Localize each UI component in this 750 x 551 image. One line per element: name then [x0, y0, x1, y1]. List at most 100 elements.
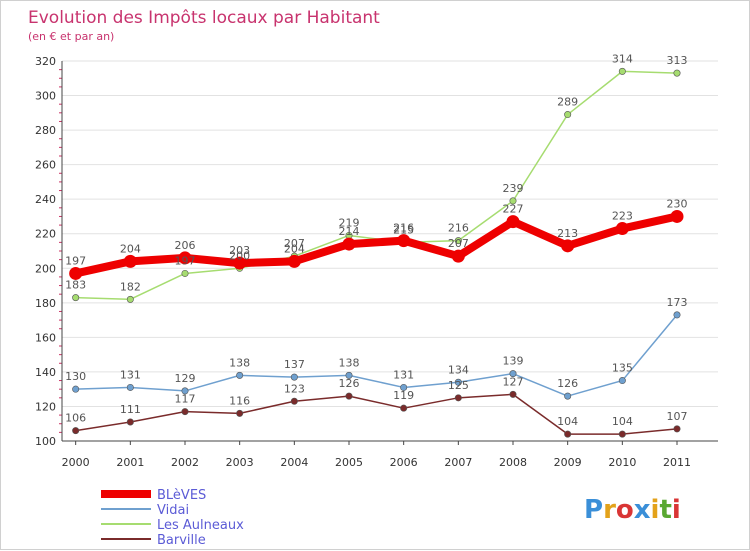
- point-barville-2004: [290, 397, 298, 405]
- point-barville-2010: [618, 430, 626, 438]
- point-vidai-2005: [345, 371, 353, 379]
- logo-letter: P: [584, 495, 603, 525]
- x-tick-label-2000: 2000: [62, 456, 90, 469]
- data-label-les-aulneaux-2005: 219: [339, 216, 360, 229]
- data-label-vidai-2010: 135: [612, 362, 633, 375]
- x-tick-label-2007: 2007: [444, 456, 472, 469]
- logo-letter: i: [651, 495, 660, 525]
- x-tick-label-2006: 2006: [390, 456, 418, 469]
- point-bl-ves-2010: [615, 222, 629, 236]
- point-les-aulneaux-2000: [72, 294, 80, 302]
- point-vidai-2004: [290, 373, 298, 381]
- point-barville-2001: [126, 418, 134, 426]
- y-tick-label-200: 200: [35, 262, 56, 275]
- series-line-barville: [74, 393, 678, 435]
- data-label-barville-2009: 104: [557, 415, 578, 428]
- data-label-bl-ves-2003: 203: [229, 244, 250, 257]
- x-tick-label-2010: 2010: [608, 456, 636, 469]
- data-label-bl-ves-2004: 204: [284, 242, 305, 255]
- data-label-les-aulneaux-2002: 197: [175, 254, 196, 267]
- data-label-les-aulneaux-2006: 215: [393, 223, 414, 236]
- logo-letter: i: [672, 495, 681, 525]
- data-label-bl-ves-2011: 230: [667, 197, 688, 210]
- point-les-aulneaux-2010: [618, 67, 626, 75]
- data-label-vidai-2006: 131: [393, 368, 414, 381]
- x-tick-label-2011: 2011: [663, 456, 691, 469]
- legend-label-les-aulneaux: Les Aulneaux: [157, 518, 244, 533]
- point-vidai-2007: [454, 378, 462, 386]
- data-label-les-aulneaux-2003: 200: [229, 249, 250, 262]
- point-barville-2005: [345, 392, 353, 400]
- series-line-vidai: [74, 314, 678, 397]
- point-vidai-2009: [564, 392, 572, 400]
- point-bl-ves-2004: [287, 254, 301, 268]
- legend-label-bl-ves: BLèVES: [157, 488, 206, 503]
- data-label-les-aulneaux-2004: 207: [284, 237, 305, 250]
- point-vidai-2011: [673, 311, 681, 319]
- logo-letter: x: [634, 495, 651, 525]
- data-label-bl-ves-2010: 223: [612, 210, 633, 223]
- x-tick-label-2003: 2003: [226, 456, 254, 469]
- data-label-bl-ves-2000: 197: [65, 254, 86, 267]
- point-les-aulneaux-2007: [454, 237, 462, 245]
- x-tick-label-2001: 2001: [116, 456, 144, 469]
- point-vidai-2006: [400, 383, 408, 391]
- point-bl-ves-2001: [123, 254, 137, 268]
- point-barville-2007: [454, 394, 462, 402]
- data-label-barville-2002: 117: [175, 393, 196, 406]
- data-label-les-aulneaux-2000: 183: [65, 279, 86, 292]
- point-les-aulneaux-2002: [181, 269, 189, 277]
- data-label-barville-2000: 106: [65, 412, 86, 425]
- data-label-les-aulneaux-2007: 216: [448, 222, 469, 235]
- point-vidai-2003: [236, 371, 244, 379]
- y-tick-label-280: 280: [35, 124, 56, 137]
- data-label-barville-2008: 127: [503, 375, 524, 388]
- point-vidai-2000: [72, 385, 80, 393]
- data-label-barville-2003: 116: [229, 394, 250, 407]
- point-vidai-2001: [126, 383, 134, 391]
- point-les-aulneaux-2009: [564, 111, 572, 119]
- point-vidai-2008: [509, 370, 517, 378]
- data-label-les-aulneaux-2008: 239: [503, 182, 524, 195]
- data-label-bl-ves-2008: 227: [503, 203, 524, 216]
- x-tick-label-2002: 2002: [171, 456, 199, 469]
- plot-background: [62, 61, 718, 441]
- point-barville-2003: [236, 409, 244, 417]
- data-label-vidai-2000: 130: [65, 370, 86, 383]
- point-les-aulneaux-2011: [673, 69, 681, 77]
- legend-label-vidai: Vidai: [157, 503, 189, 518]
- point-barville-2006: [400, 404, 408, 412]
- point-bl-ves-2005: [342, 237, 356, 251]
- y-tick-label-120: 120: [35, 400, 56, 413]
- point-barville-2011: [673, 425, 681, 433]
- y-tick-label-300: 300: [35, 90, 56, 103]
- data-label-bl-ves-2006: 216: [393, 222, 414, 235]
- data-label-les-aulneaux-2010: 314: [612, 52, 633, 65]
- point-vidai-2002: [181, 387, 189, 395]
- chart-title: Evolution des Impôts locaux par Habitant: [28, 8, 380, 28]
- point-vidai-2010: [618, 377, 626, 385]
- data-label-bl-ves-2002: 206: [175, 239, 196, 252]
- legend-label-barville: Barville: [157, 533, 206, 548]
- proxiti-logo: Proxiti: [584, 495, 681, 525]
- data-label-bl-ves-2001: 204: [120, 242, 141, 255]
- data-label-les-aulneaux-2009: 289: [557, 96, 578, 109]
- point-bl-ves-2009: [561, 239, 575, 253]
- data-label-barville-2001: 111: [120, 403, 141, 416]
- plot-area: 100 120 140 160 180 200 220 240 260 280 300 320 2000…: [35, 52, 718, 469]
- y-tick-label-180: 180: [35, 297, 56, 310]
- y-tick-label-260: 260: [35, 159, 56, 172]
- point-barville-2000: [72, 427, 80, 435]
- point-les-aulneaux-2001: [126, 295, 134, 303]
- point-barville-2008: [509, 390, 517, 398]
- data-label-les-aulneaux-2011: 313: [667, 54, 688, 67]
- data-label-vidai-2001: 131: [120, 368, 141, 381]
- logo-letter: o: [616, 495, 634, 525]
- data-label-vidai-2009: 126: [557, 377, 578, 390]
- data-label-vidai-2007: 134: [448, 363, 469, 376]
- x-tick-label-2009: 2009: [554, 456, 582, 469]
- data-label-vidai-2005: 138: [339, 356, 360, 369]
